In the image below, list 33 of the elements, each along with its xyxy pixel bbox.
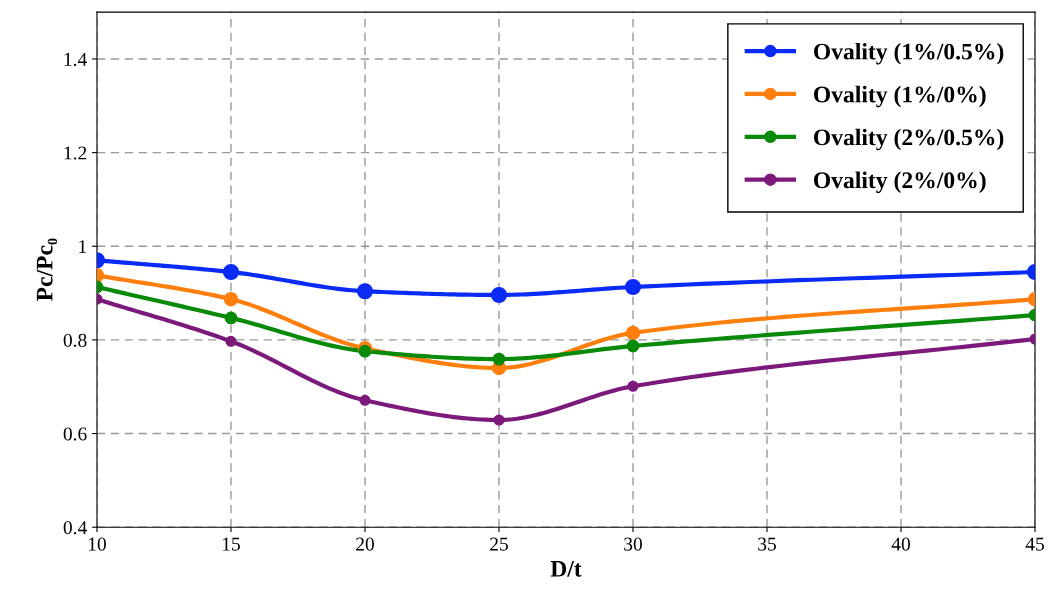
x-tick-label: 20: [356, 537, 374, 551]
point: [356, 283, 374, 300]
x-tick-label: 45: [1025, 537, 1044, 551]
x-tick-label: 30: [624, 537, 642, 551]
point: [224, 311, 238, 325]
x-tick-label: 25: [490, 537, 508, 551]
point: [490, 286, 508, 304]
point: [492, 352, 506, 366]
point: [626, 339, 640, 353]
x-axis-title: D/t: [550, 560, 582, 577]
point: [625, 325, 641, 341]
legend-label: Ovality (2%/0.5%): [814, 128, 1004, 151]
y-tick-label: 1.2: [64, 146, 87, 160]
point: [359, 394, 371, 406]
point: [624, 278, 642, 296]
y-tick-label: 0.4: [63, 521, 87, 535]
y-axis-title: Pc/Pc₀: [36, 238, 58, 301]
x-tick-label: 15: [222, 537, 240, 551]
legend-label: Ovality (1%/0.5%): [814, 42, 1004, 65]
y-tick-label: 1.4: [64, 52, 87, 66]
legend-label: Ovality (1%/0%): [814, 85, 986, 108]
x-tick-label: 35: [758, 537, 776, 551]
point: [223, 291, 239, 307]
point: [493, 414, 505, 426]
point: [225, 335, 237, 347]
point: [222, 263, 240, 281]
y-tick-label: 0.6: [63, 427, 87, 441]
legend-label: Ovality (2%/0%): [814, 171, 986, 194]
y-tick-label: 1: [79, 240, 87, 253]
x-tick-label: 10: [88, 537, 106, 551]
point: [627, 380, 639, 392]
x-tick-label: 40: [891, 537, 910, 551]
y-tick-label: 0.8: [63, 333, 87, 347]
